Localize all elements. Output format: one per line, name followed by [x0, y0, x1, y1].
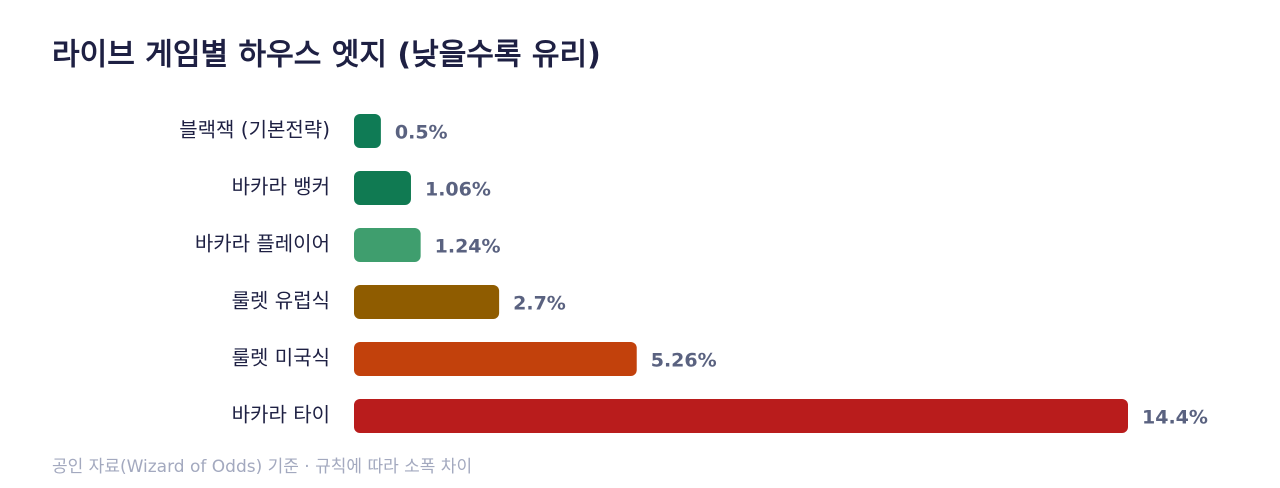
category-label: 바카라 플레이어 [195, 232, 330, 256]
category-label: 룰렛 미국식 [232, 346, 330, 370]
value-label: 1.24% [435, 236, 501, 258]
bar [354, 399, 1128, 433]
bar [354, 228, 421, 262]
bar [354, 285, 500, 319]
bar [354, 171, 411, 205]
bar [354, 114, 381, 148]
source-note: 공인 자료(Wizard of Odds) 기준 · 규칙에 따라 소폭 차이 [52, 457, 472, 477]
value-label: 14.4% [1142, 407, 1208, 429]
value-label: 5.26% [651, 350, 717, 372]
value-label: 1.06% [425, 179, 491, 201]
value-label: 2.7% [513, 293, 566, 315]
category-label: 바카라 타이 [232, 403, 330, 427]
category-label: 바카라 뱅커 [232, 175, 330, 199]
category-label: 룰렛 유럽식 [232, 289, 330, 313]
chart-title: 라이브 게임별 하우스 엣지 (낮을수록 유리) [52, 38, 601, 73]
bar [354, 342, 637, 376]
category-label: 블랙잭 (기본전략) [179, 118, 330, 142]
value-label: 0.5% [395, 122, 448, 144]
